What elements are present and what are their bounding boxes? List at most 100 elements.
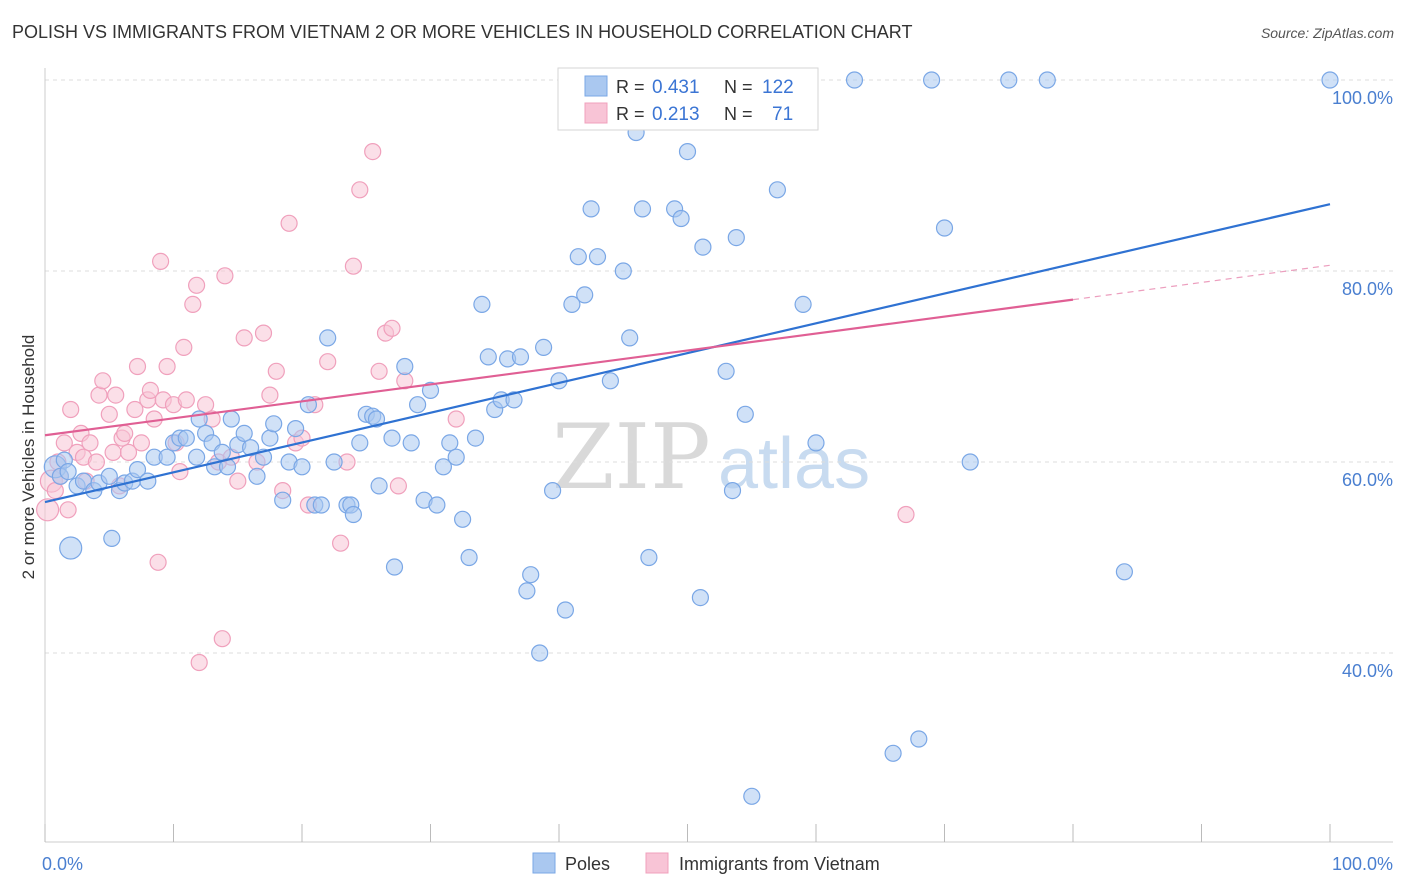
poles-point-34	[261, 429, 279, 447]
y-tick-label-1: 60.0%	[1342, 470, 1393, 490]
vietnam-point-18	[107, 386, 125, 404]
x-tick-labels: 0.0% 100.0%	[42, 854, 1393, 874]
poles-point-10	[103, 529, 121, 548]
poles-point-109	[845, 71, 864, 89]
poles-point-55	[396, 357, 414, 376]
poles-point-36	[274, 491, 292, 509]
vietnam-point-0	[35, 498, 60, 522]
stats-r-label-2: R =	[616, 104, 645, 124]
poles-point-74	[518, 582, 536, 600]
vietnam-point-41	[197, 396, 215, 414]
poles-point-61	[434, 458, 452, 476]
poles-point-72	[505, 391, 523, 409]
bottom-legend-label-vietnam: Immigrants from Vietnam	[679, 854, 880, 874]
vietnam-point-13	[87, 453, 106, 471]
poles-point-38	[287, 420, 305, 438]
vietnam-point-67	[383, 319, 401, 337]
bottom-legend-swatch-vietnam	[645, 852, 669, 874]
vietnam-point-64	[364, 143, 382, 161]
poles-point-73	[511, 348, 530, 366]
poles-point-47	[344, 505, 362, 524]
vietnam-point-70	[447, 410, 465, 428]
vietnam-point-27	[141, 381, 159, 399]
poles-point-117	[1115, 563, 1134, 581]
vietnam-point-5	[55, 434, 73, 452]
poles-point-30	[235, 424, 253, 442]
bottom-legend-label-poles: Poles	[565, 854, 610, 874]
poles-point-108	[807, 434, 825, 452]
poles-point-62	[441, 434, 459, 452]
chart-source: Source: ZipAtlas.com	[1261, 25, 1394, 41]
vietnam-point-30	[152, 252, 170, 270]
y-axis-label: 2 or more Vehicles in Household	[19, 335, 38, 580]
poles-point-107	[794, 295, 812, 313]
poles-point-17	[158, 448, 176, 466]
stats-legend: R = 0.431 N = 122 R = 0.213 N = 71	[557, 67, 819, 131]
vietnam-point-68	[389, 477, 407, 495]
trend-lines	[44, 203, 1331, 504]
poles-point-64	[454, 510, 472, 528]
vietnam-point-59	[319, 353, 337, 371]
vietnam-point-38	[184, 295, 202, 313]
poles-point-106	[768, 181, 787, 199]
poles-point-39	[293, 458, 311, 476]
poles-point-91	[640, 548, 658, 567]
legend-swatch-poles	[584, 75, 608, 97]
poles-point-80	[556, 601, 575, 619]
poles-point-96	[678, 143, 697, 161]
poles-point-3	[59, 463, 77, 481]
vietnam-point-62	[344, 257, 362, 275]
poles-point-20	[177, 429, 195, 447]
data-points	[35, 71, 1339, 805]
poles-point-88	[621, 329, 639, 347]
poles-point-54	[385, 558, 404, 576]
vietnam-point-28	[145, 410, 163, 428]
poles-point-59	[421, 381, 440, 399]
poles-point-44	[325, 453, 343, 471]
poles-point-52	[370, 477, 388, 495]
y-tick-labels: 40.0% 60.0% 80.0% 100.0%	[1332, 88, 1393, 681]
poles-point-101	[723, 482, 742, 500]
vietnam-point-51	[261, 386, 279, 404]
poles-point-112	[922, 71, 941, 89]
stats-n-vietnam: 71	[772, 104, 793, 125]
poles-point-4	[59, 536, 83, 560]
y-tick-label-2: 80.0%	[1342, 279, 1393, 299]
y-tick-label-3: 100.0%	[1332, 88, 1393, 108]
vietnam-point-23	[126, 400, 144, 419]
poles-point-113	[935, 219, 954, 237]
poles-point-53	[383, 429, 401, 447]
legend-swatch-vietnam	[584, 102, 608, 124]
vietnam-point-50	[254, 324, 273, 342]
chart-title: POLISH VS IMMIGRANTS FROM VIETNAM 2 OR M…	[12, 22, 912, 42]
poles-point-35	[265, 415, 283, 433]
vietnam-point-48	[235, 329, 253, 347]
vietnam-point-54	[280, 214, 298, 232]
vietnam-point-65	[370, 362, 388, 380]
watermark: ZIP atlas	[552, 405, 870, 510]
vietnam-point-63	[351, 181, 369, 199]
vietnam-point-16	[100, 405, 118, 423]
vietnam-point-44	[213, 630, 231, 648]
stats-n-poles: 122	[762, 77, 794, 98]
series-poles	[43, 71, 1339, 805]
stats-r-poles: 0.431	[652, 77, 700, 98]
x-tick-label-0: 0.0%	[42, 854, 83, 874]
poles-point-110	[884, 744, 902, 762]
poles-point-26	[213, 443, 231, 461]
x-tick-label-1: 100.0%	[1332, 854, 1393, 874]
poles-point-90	[633, 200, 652, 218]
vietnam-point-24	[128, 357, 147, 376]
vietnam-point-47	[229, 472, 247, 490]
vietnam-point-17	[104, 443, 122, 461]
vietnam-point-15	[94, 372, 112, 390]
poles-point-32	[248, 467, 266, 485]
trend-line-poles	[44, 203, 1331, 504]
stats-r-vietnam: 0.213	[652, 104, 700, 125]
poles-point-68	[479, 348, 497, 366]
poles-point-114	[961, 453, 979, 471]
vietnam-point-40	[190, 653, 208, 672]
poles-point-31	[242, 439, 260, 457]
poles-point-95	[672, 209, 690, 228]
